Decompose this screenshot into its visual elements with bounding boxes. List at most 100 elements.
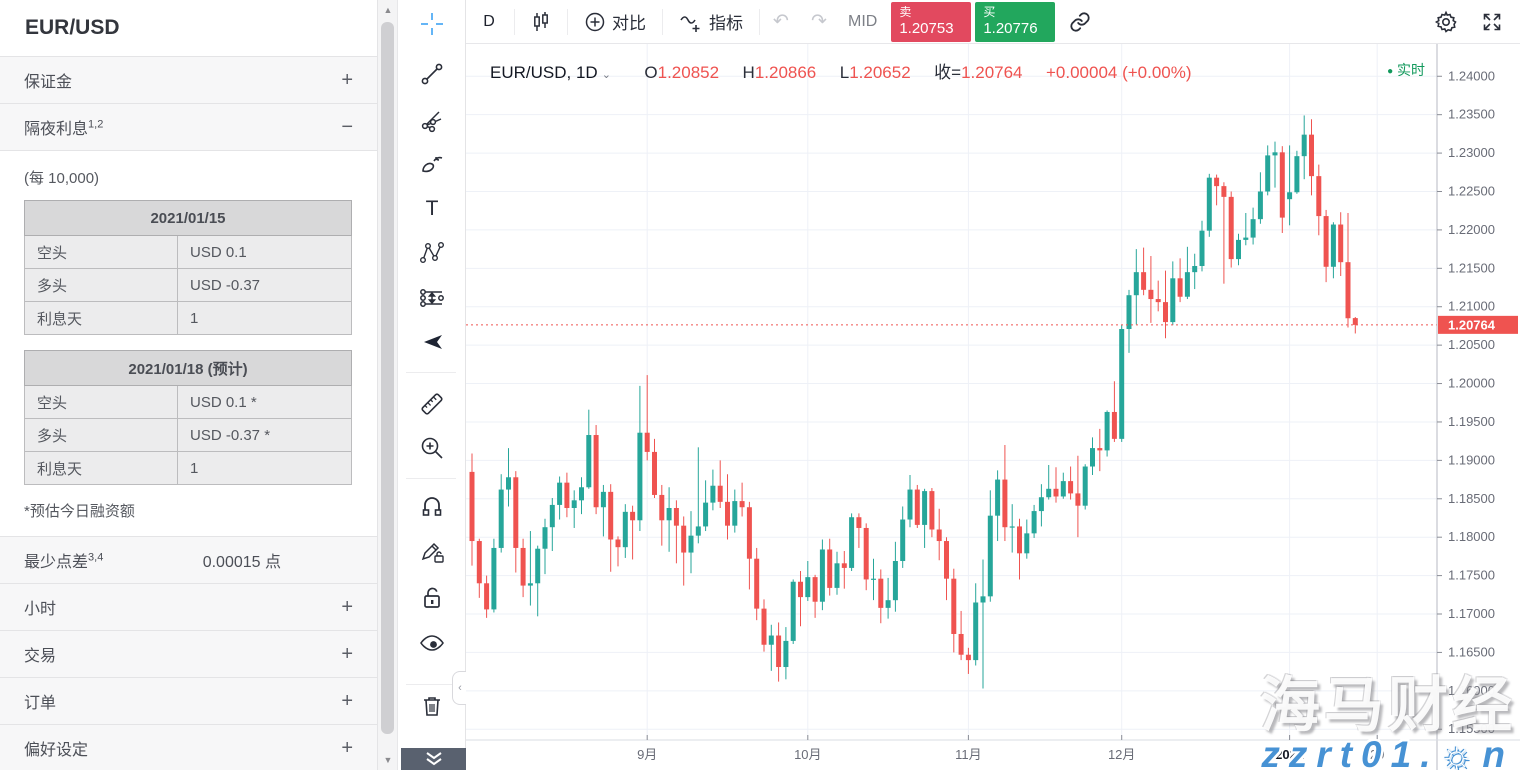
redo-icon: ↷ (811, 11, 827, 32)
arrow-tool-button[interactable] (416, 326, 448, 358)
chart-toolbar: D 对比 指标 ↶ ↷ MID 卖 1.20753 买 1.20776 (466, 0, 1520, 44)
sidebar-scrollbar[interactable]: ▲ ▼ (378, 0, 398, 770)
toolbar-divider (759, 8, 760, 35)
interval-button[interactable]: D (483, 12, 495, 30)
text-tool-button[interactable]: T (416, 192, 448, 224)
svg-text:1.18500: 1.18500 (1448, 491, 1495, 506)
svg-text:2021: 2021 (1275, 747, 1304, 762)
trend-line-tool-button[interactable] (416, 58, 448, 90)
section-hours[interactable]: 小时 + (0, 583, 377, 631)
candlestick-chart[interactable]: 1.24000 1.23500 1.23000 1.22500 1.22000 1.215… (466, 44, 1520, 770)
svg-text:T: T (426, 197, 439, 220)
collapse-toolbar-button[interactable] (401, 748, 466, 770)
table-row: 多头 USD -0.37 (24, 268, 352, 302)
indicators-button[interactable]: 指标 (665, 9, 757, 34)
undo-button[interactable]: ↶ (762, 10, 800, 33)
close-value: 1.20764 (961, 63, 1023, 82)
compare-plus-icon (585, 12, 605, 31)
toolbar-divider (662, 8, 663, 35)
overnight-table-forecast: 2021/01/18 (预计) 空头 USD 0.1 * 多头 USD -0.37 … (24, 350, 352, 485)
expand-icon[interactable]: + (341, 68, 353, 91)
scroll-up-icon[interactable]: ▲ (383, 5, 393, 15)
svg-text:1.20000: 1.20000 (1448, 376, 1495, 391)
toolbar-divider (514, 8, 515, 35)
chart-pane[interactable]: 1.24000 1.23500 1.23000 1.22500 1.22000 1.215… (466, 44, 1520, 770)
svg-text:1.16000: 1.16000 (1448, 683, 1495, 698)
buy-button[interactable]: 买 1.20776 (975, 1, 1056, 42)
table-date-header: 2021/01/18 (预计) (24, 350, 352, 386)
instrument-title: EUR/USD (0, 0, 377, 57)
svg-text:1.20764: 1.20764 (1448, 317, 1496, 332)
svg-text:1.17500: 1.17500 (1448, 568, 1495, 583)
magnet-tool-button[interactable] (416, 492, 448, 524)
chart-style-button[interactable] (517, 11, 565, 33)
overnight-table-current: 2021/01/15 空头 USD 0.1 多头 USD -0.37 利息天 1 (24, 200, 352, 335)
toolbar-divider (406, 684, 456, 685)
unlock-icon (424, 587, 440, 608)
expand-icon[interactable]: + (341, 595, 353, 618)
section-trading[interactable]: 交易 + (0, 630, 377, 678)
svg-text:1.23000: 1.23000 (1448, 145, 1495, 160)
svg-text:1.22500: 1.22500 (1448, 183, 1495, 198)
ruler-icon (421, 393, 443, 415)
remove-all-tool-button[interactable] (416, 690, 448, 722)
svg-text:1.17000: 1.17000 (1448, 606, 1495, 621)
redo-button[interactable]: ↷ (800, 10, 838, 33)
zoom-in-icon (421, 437, 443, 459)
drawing-sync-tool-button[interactable] (416, 537, 448, 569)
svg-text:10月: 10月 (794, 747, 821, 762)
collapse-icon[interactable]: − (341, 115, 353, 138)
realtime-badge: ● 实时 (1387, 62, 1425, 78)
per-unit-note: (每 10,000) (24, 170, 100, 187)
indicators-icon (680, 15, 700, 32)
forecast-tool-button[interactable] (416, 282, 448, 314)
section-orders[interactable]: 订单 + (0, 677, 377, 725)
hide-all-tool-button[interactable] (416, 627, 448, 659)
svg-text:1.19500: 1.19500 (1448, 414, 1495, 429)
table-row: 多头 USD -0.37 * (24, 418, 352, 452)
chevron-down-icon[interactable]: ⌄ (601, 69, 611, 81)
expand-icon[interactable]: + (341, 736, 353, 759)
change-value: +0.00004 (+0.00%) (1045, 63, 1192, 82)
crosshair-tool-button[interactable] (416, 8, 448, 40)
xabcd-pattern-tool-button[interactable] (416, 237, 448, 269)
high-value: 1.20866 (754, 63, 817, 82)
eye-icon (420, 635, 444, 651)
watermark-brand: 海马财经 (1260, 672, 1516, 739)
section-preferences[interactable]: 偏好设定 + (0, 724, 377, 770)
section-margin[interactable]: 保证金 + (0, 56, 377, 104)
scroll-down-icon[interactable]: ▼ (383, 755, 393, 765)
zoom-in-tool-button[interactable] (416, 432, 448, 464)
expand-icon[interactable]: + (341, 689, 353, 712)
gann-fibonacci-tool-button[interactable] (416, 104, 448, 136)
brush-icon (422, 156, 443, 173)
svg-text:1.19000: 1.19000 (1448, 452, 1495, 467)
legend-symbol[interactable]: EUR/USD, 1D (490, 63, 598, 82)
toolbar-divider (567, 8, 568, 35)
table-row: 利息天 1 (24, 451, 352, 485)
sell-button[interactable]: 卖 1.20753 (891, 1, 972, 42)
crosshair-icon (421, 13, 443, 35)
scrollbar-thumb[interactable] (381, 22, 394, 734)
expand-icon[interactable]: + (341, 642, 353, 665)
pencil-lock-icon (421, 542, 444, 563)
lock-all-tool-button[interactable] (416, 582, 448, 614)
arrow-icon (424, 335, 442, 349)
brush-tool-button[interactable] (416, 148, 448, 180)
hide-panel-handle[interactable]: ‹ (452, 671, 467, 705)
toolbar-divider (406, 372, 456, 373)
copy-link-button[interactable] (1055, 11, 1105, 33)
section-hours-label: 小时 (24, 601, 57, 618)
ruler-tool-button[interactable] (416, 388, 448, 420)
svg-text:1.21000: 1.21000 (1448, 299, 1495, 314)
table-row: 空头 USD 0.1 * (24, 385, 352, 419)
settings-button[interactable] (1432, 8, 1460, 36)
compare-button[interactable]: 对比 (570, 9, 660, 34)
section-overnight-interest[interactable]: 隔夜利息1,2 − (0, 103, 377, 151)
fullscreen-button[interactable] (1478, 8, 1506, 36)
svg-text:11月: 11月 (955, 747, 982, 762)
table-row: 空头 USD 0.1 (24, 235, 352, 269)
section-min-spread: 最少点差3,4 0.00015 点 (0, 536, 377, 584)
fullscreen-icon (1483, 13, 1501, 31)
